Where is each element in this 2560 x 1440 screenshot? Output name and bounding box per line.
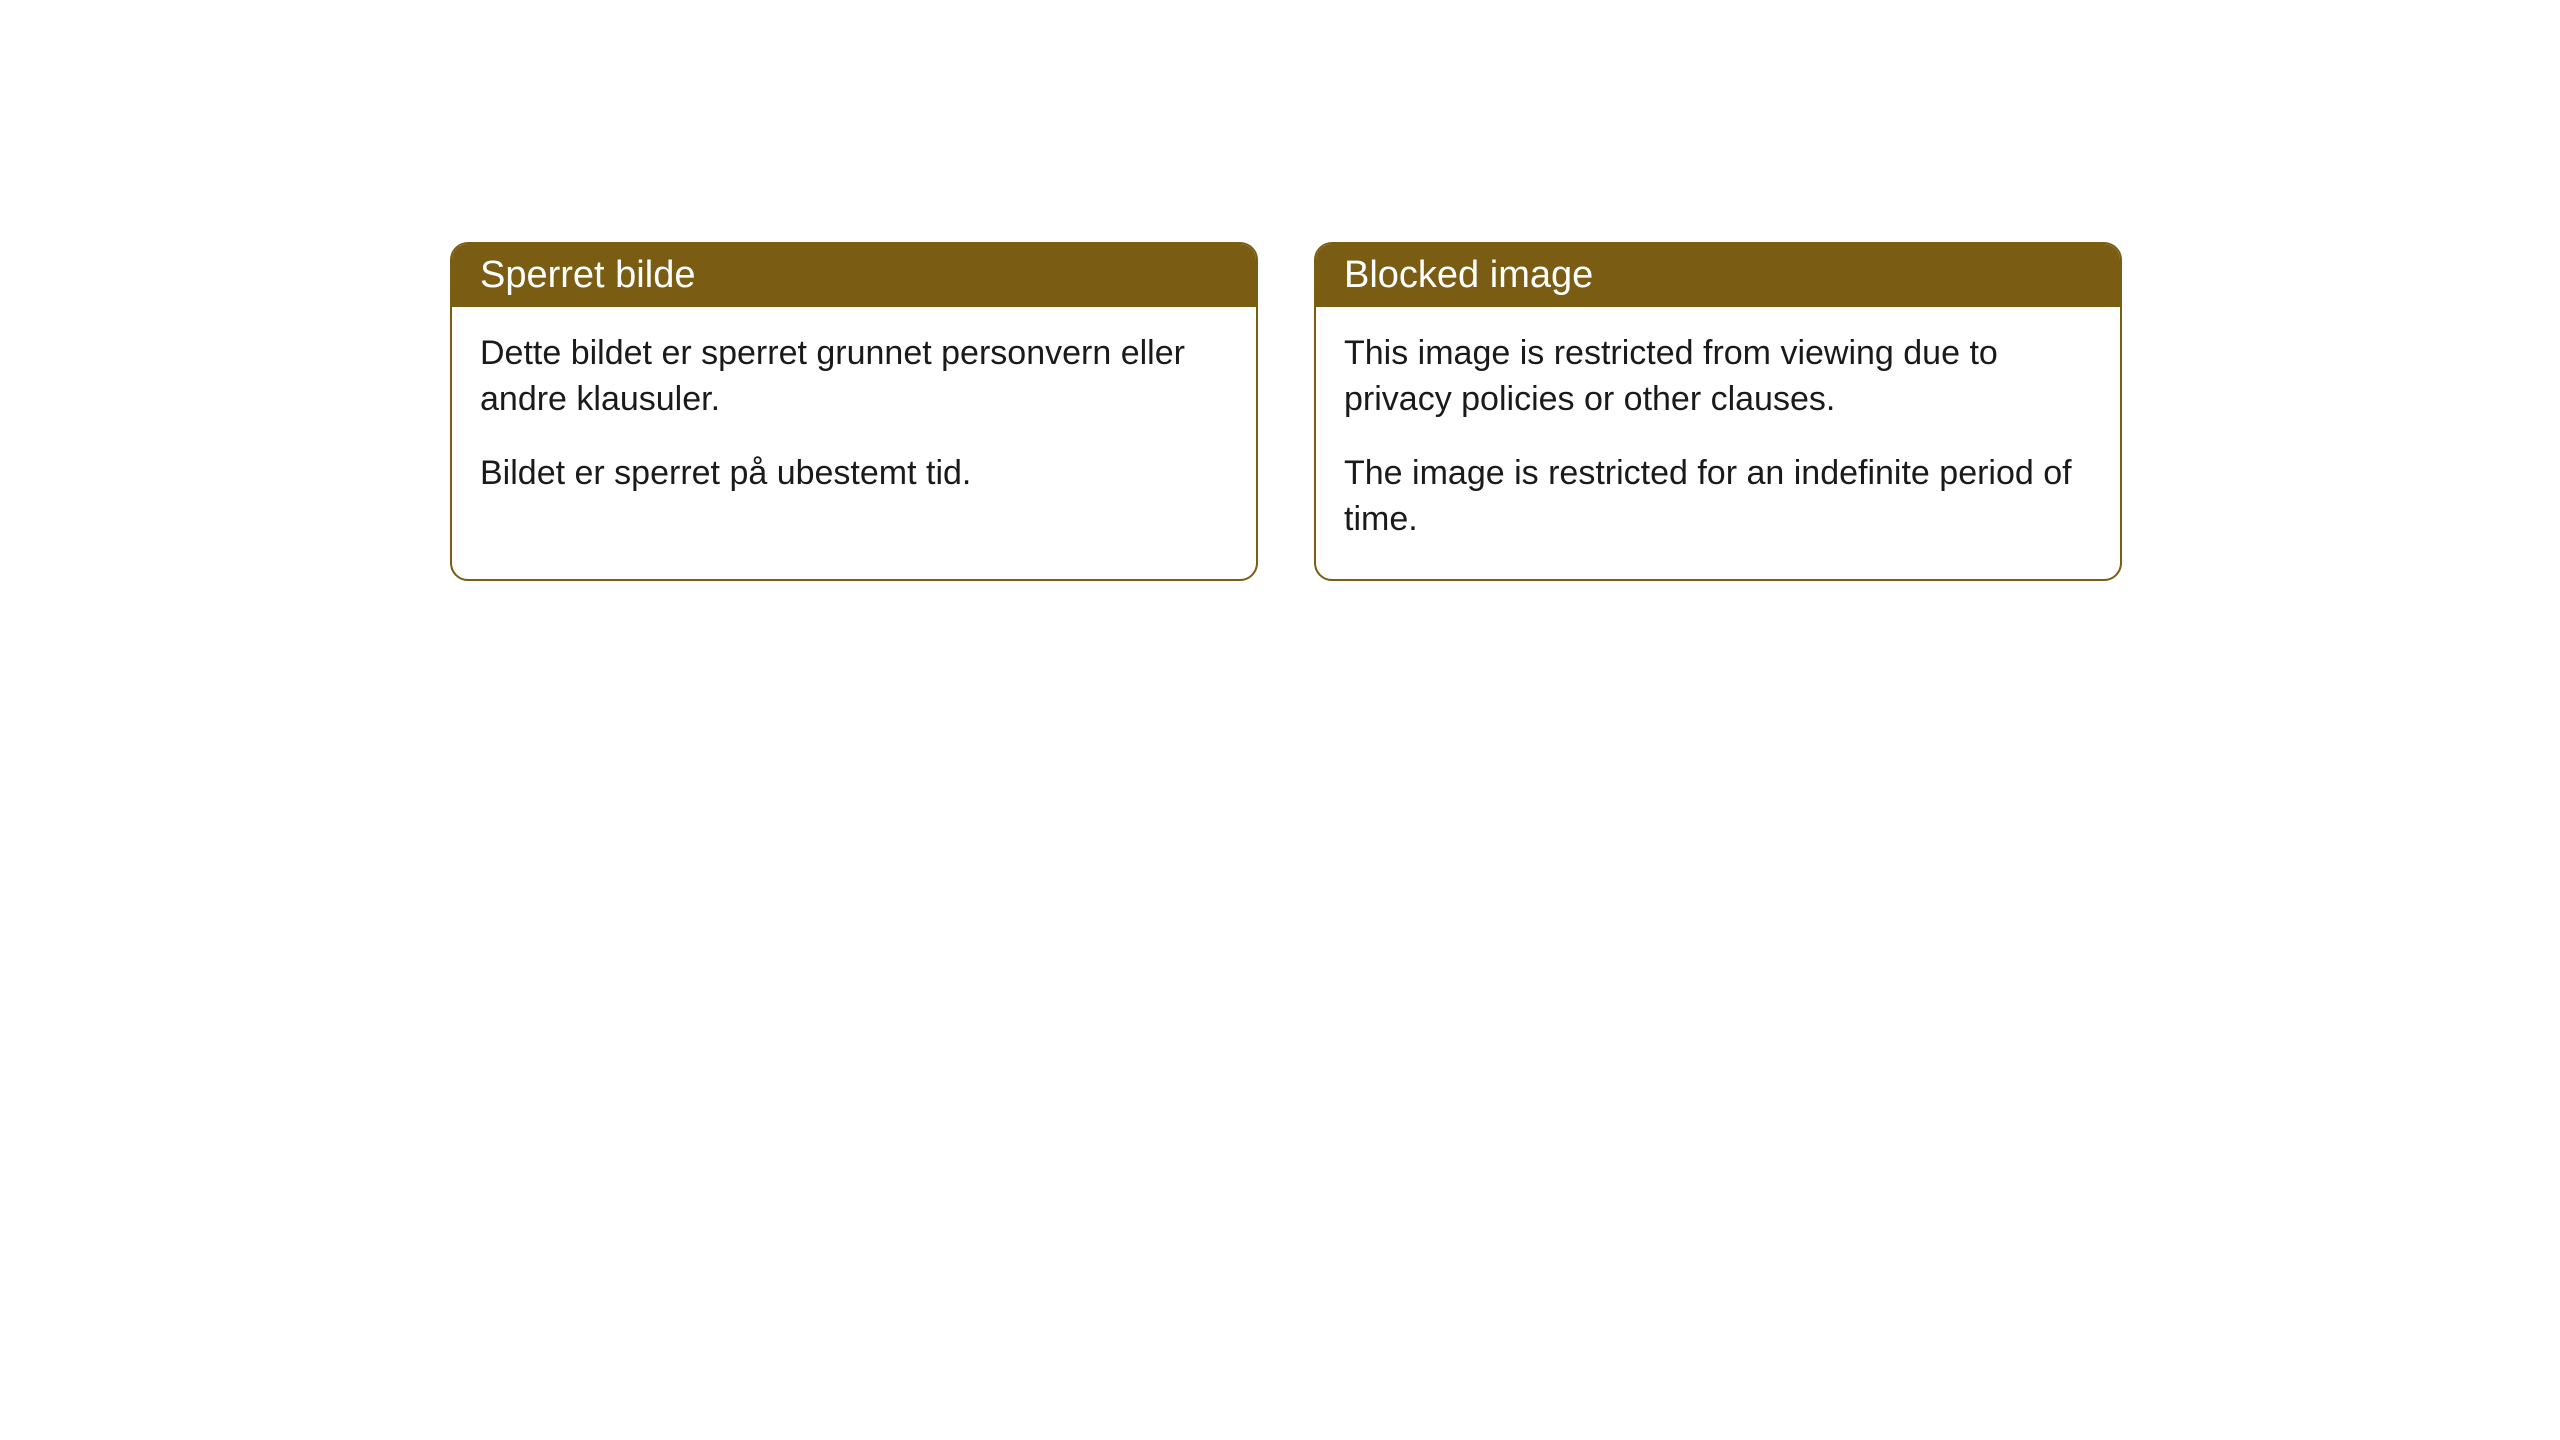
notice-card-english: Blocked image This image is restricted f…: [1314, 242, 2122, 581]
card-paragraph-2: The image is restricted for an indefinit…: [1344, 451, 2092, 543]
card-paragraph-1: This image is restricted from viewing du…: [1344, 331, 2092, 423]
card-header: Blocked image: [1316, 244, 2120, 307]
card-header: Sperret bilde: [452, 244, 1256, 307]
card-body: This image is restricted from viewing du…: [1316, 307, 2120, 579]
card-paragraph-2: Bildet er sperret på ubestemt tid.: [480, 451, 1228, 497]
card-body: Dette bildet er sperret grunnet personve…: [452, 307, 1256, 533]
card-title: Blocked image: [1344, 254, 1593, 296]
notice-container: Sperret bilde Dette bildet er sperret gr…: [0, 0, 2560, 581]
card-title: Sperret bilde: [480, 254, 695, 296]
notice-card-norwegian: Sperret bilde Dette bildet er sperret gr…: [450, 242, 1258, 581]
card-paragraph-1: Dette bildet er sperret grunnet personve…: [480, 331, 1228, 423]
